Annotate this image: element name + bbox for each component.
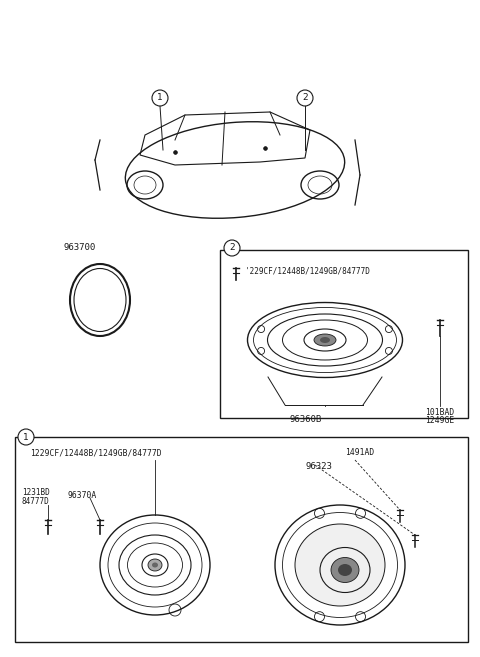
Text: 1491AD: 1491AD <box>345 448 374 457</box>
Text: 963700: 963700 <box>63 244 95 252</box>
Bar <box>15 437 468 642</box>
Text: 96323: 96323 <box>305 462 332 471</box>
Text: 1249GE: 1249GE <box>425 416 454 425</box>
Text: 1229CF/12448B/1249GB/84777D: 1229CF/12448B/1249GB/84777D <box>30 448 162 457</box>
Ellipse shape <box>295 524 385 606</box>
Text: 2: 2 <box>229 244 235 252</box>
Circle shape <box>152 90 168 106</box>
Text: 96360B: 96360B <box>290 415 322 424</box>
Text: 84777D: 84777D <box>22 497 50 506</box>
Bar <box>220 250 468 418</box>
Text: 101BAD: 101BAD <box>425 408 454 417</box>
Circle shape <box>224 240 240 256</box>
Text: 1: 1 <box>157 93 163 102</box>
Ellipse shape <box>148 559 162 571</box>
Circle shape <box>18 429 34 445</box>
Text: 1231BD: 1231BD <box>22 488 50 497</box>
Text: '229CF/12448B/1249GB/84777D: '229CF/12448B/1249GB/84777D <box>245 267 370 275</box>
Ellipse shape <box>320 337 330 343</box>
Text: 96370A: 96370A <box>68 491 97 500</box>
Ellipse shape <box>338 564 352 576</box>
Text: 1: 1 <box>23 432 29 442</box>
Ellipse shape <box>331 558 359 583</box>
Ellipse shape <box>314 334 336 346</box>
Text: 2: 2 <box>302 93 308 102</box>
Ellipse shape <box>152 562 158 568</box>
Circle shape <box>297 90 313 106</box>
